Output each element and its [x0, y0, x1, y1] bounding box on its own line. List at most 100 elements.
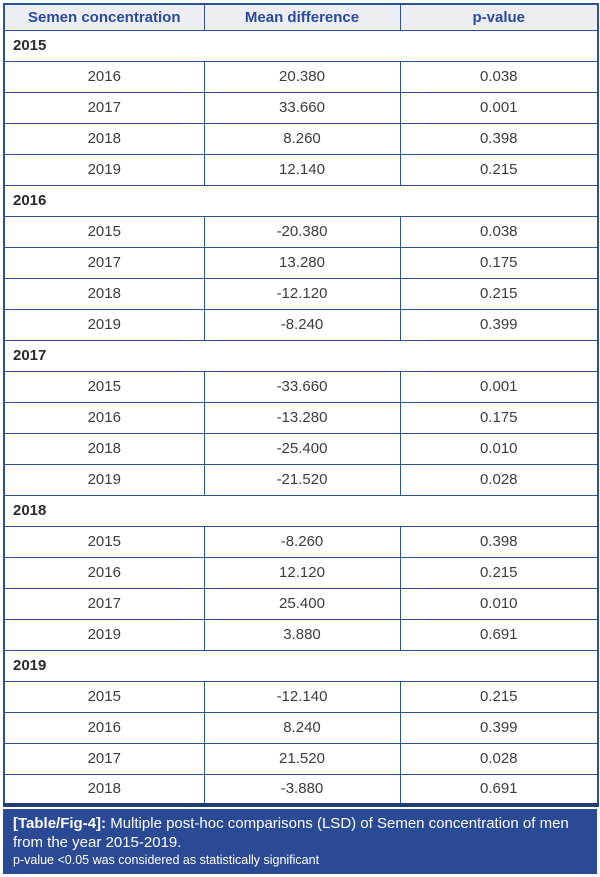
comparison-year-cell: 2019	[3, 308, 205, 341]
comparison-year-cell: 2018	[3, 277, 205, 310]
comparison-year-cell: 2017	[3, 587, 205, 620]
comparison-row: 2016 -13.280 0.175	[3, 401, 599, 434]
column-header-mean-difference: Mean difference	[203, 3, 401, 31]
comparison-row: 2017 33.660 0.001	[3, 91, 599, 124]
p-value-cell: 0.038	[399, 215, 599, 248]
comparison-row: 2015 -12.140 0.215	[3, 680, 599, 713]
mean-difference-cell: -20.380	[203, 215, 401, 248]
comparison-row: 2018 8.260 0.398	[3, 122, 599, 155]
mean-difference-cell: 12.140	[203, 153, 401, 186]
mean-difference-cell: 25.400	[203, 587, 401, 620]
p-value-cell: 0.175	[399, 246, 599, 279]
mean-difference-cell: -12.120	[203, 277, 401, 310]
p-value-cell: 0.399	[399, 711, 599, 744]
mean-difference-cell: 21.520	[203, 742, 401, 775]
table-header: Semen concentration Mean difference p-va…	[3, 3, 599, 31]
comparison-row: 2015 -8.260 0.398	[3, 525, 599, 558]
comparison-year-cell: 2015	[3, 680, 205, 713]
comparison-row: 2017 25.400 0.010	[3, 587, 599, 620]
year-group-row: 2017	[3, 339, 599, 372]
comparison-row: 2018 -25.400 0.010	[3, 432, 599, 465]
comparison-year-cell: 2015	[3, 525, 205, 558]
caption-label: [Table/Fig-4]:	[13, 815, 107, 832]
column-header-semen-concentration: Semen concentration	[3, 3, 205, 31]
comparison-year-cell: 2016	[3, 556, 205, 589]
header-row: Semen concentration Mean difference p-va…	[3, 3, 599, 31]
comparison-year-cell: 2015	[3, 215, 205, 248]
year-group-header: 2016	[3, 184, 599, 217]
p-value-cell: 0.028	[399, 742, 599, 775]
p-value-cell: 0.398	[399, 122, 599, 155]
comparison-year-cell: 2016	[3, 401, 205, 434]
year-group-header: 2018	[3, 494, 599, 527]
comparison-year-cell: 2017	[3, 246, 205, 279]
mean-difference-cell: -13.280	[203, 401, 401, 434]
posthoc-comparison-table: Semen concentration Mean difference p-va…	[3, 3, 599, 807]
comparison-year-cell: 2019	[3, 618, 205, 651]
p-value-cell: 0.001	[399, 370, 599, 403]
mean-difference-cell: -8.260	[203, 525, 401, 558]
comparison-year-cell: 2018	[3, 773, 205, 806]
comparison-year-cell: 2017	[3, 91, 205, 124]
comparison-row: 2016 20.380 0.038	[3, 60, 599, 93]
p-value-cell: 0.175	[399, 401, 599, 434]
comparison-year-cell: 2018	[3, 432, 205, 465]
comparison-row: 2017 21.520 0.028	[3, 742, 599, 775]
caption-text: Multiple post-hoc comparisons (LSD) of S…	[13, 815, 569, 852]
table-caption: [Table/Fig-4]: Multiple post-hoc compari…	[3, 809, 597, 875]
mean-difference-cell: -21.520	[203, 463, 401, 496]
year-group-row: 2019	[3, 649, 599, 682]
p-value-cell: 0.691	[399, 773, 599, 806]
comparison-row: 2018 -12.120 0.215	[3, 277, 599, 310]
comparison-row: 2016 12.120 0.215	[3, 556, 599, 589]
p-value-cell: 0.028	[399, 463, 599, 496]
comparison-row: 2019 -8.240 0.399	[3, 308, 599, 341]
mean-difference-cell: 12.120	[203, 556, 401, 589]
comparison-year-cell: 2017	[3, 742, 205, 775]
comparison-year-cell: 2015	[3, 370, 205, 403]
mean-difference-cell: 20.380	[203, 60, 401, 93]
mean-difference-cell: -3.880	[203, 773, 401, 806]
mean-difference-cell: 13.280	[203, 246, 401, 279]
comparison-row: 2019 12.140 0.215	[3, 153, 599, 186]
p-value-cell: 0.010	[399, 432, 599, 465]
comparison-year-cell: 2019	[3, 463, 205, 496]
p-value-cell: 0.691	[399, 618, 599, 651]
year-group-row: 2015	[3, 29, 599, 62]
comparison-row: 2019 3.880 0.691	[3, 618, 599, 651]
p-value-cell: 0.215	[399, 680, 599, 713]
mean-difference-cell: 33.660	[203, 91, 401, 124]
year-group-row: 2016	[3, 184, 599, 217]
comparison-year-cell: 2018	[3, 122, 205, 155]
p-value-cell: 0.398	[399, 525, 599, 558]
year-group-header: 2017	[3, 339, 599, 372]
year-group-row: 2018	[3, 494, 599, 527]
mean-difference-cell: -12.140	[203, 680, 401, 713]
mean-difference-cell: -8.240	[203, 308, 401, 341]
column-header-p-value: p-value	[399, 3, 599, 31]
p-value-cell: 0.215	[399, 556, 599, 589]
comparison-year-cell: 2016	[3, 711, 205, 744]
p-value-cell: 0.001	[399, 91, 599, 124]
comparison-row: 2018 -3.880 0.691	[3, 773, 599, 806]
comparison-row: 2015 -33.660 0.001	[3, 370, 599, 403]
caption-main: [Table/Fig-4]: Multiple post-hoc compari…	[13, 814, 587, 852]
comparison-year-cell: 2016	[3, 60, 205, 93]
comparison-row: 2015 -20.380 0.038	[3, 215, 599, 248]
p-value-cell: 0.010	[399, 587, 599, 620]
comparison-row: 2017 13.280 0.175	[3, 246, 599, 279]
comparison-year-cell: 2019	[3, 153, 205, 186]
table-body: 2015 2016 20.380 0.038 2017 33.660 0.001 2018 8.…	[3, 29, 599, 806]
mean-difference-cell: 8.260	[203, 122, 401, 155]
comparison-row: 2019 -21.520 0.028	[3, 463, 599, 496]
year-group-header: 2015	[3, 29, 599, 62]
mean-difference-cell: 3.880	[203, 618, 401, 651]
p-value-cell: 0.215	[399, 153, 599, 186]
year-group-header: 2019	[3, 649, 599, 682]
p-value-cell: 0.038	[399, 60, 599, 93]
mean-difference-cell: -33.660	[203, 370, 401, 403]
comparison-row: 2016 8.240 0.399	[3, 711, 599, 744]
p-value-cell: 0.399	[399, 308, 599, 341]
mean-difference-cell: -25.400	[203, 432, 401, 465]
